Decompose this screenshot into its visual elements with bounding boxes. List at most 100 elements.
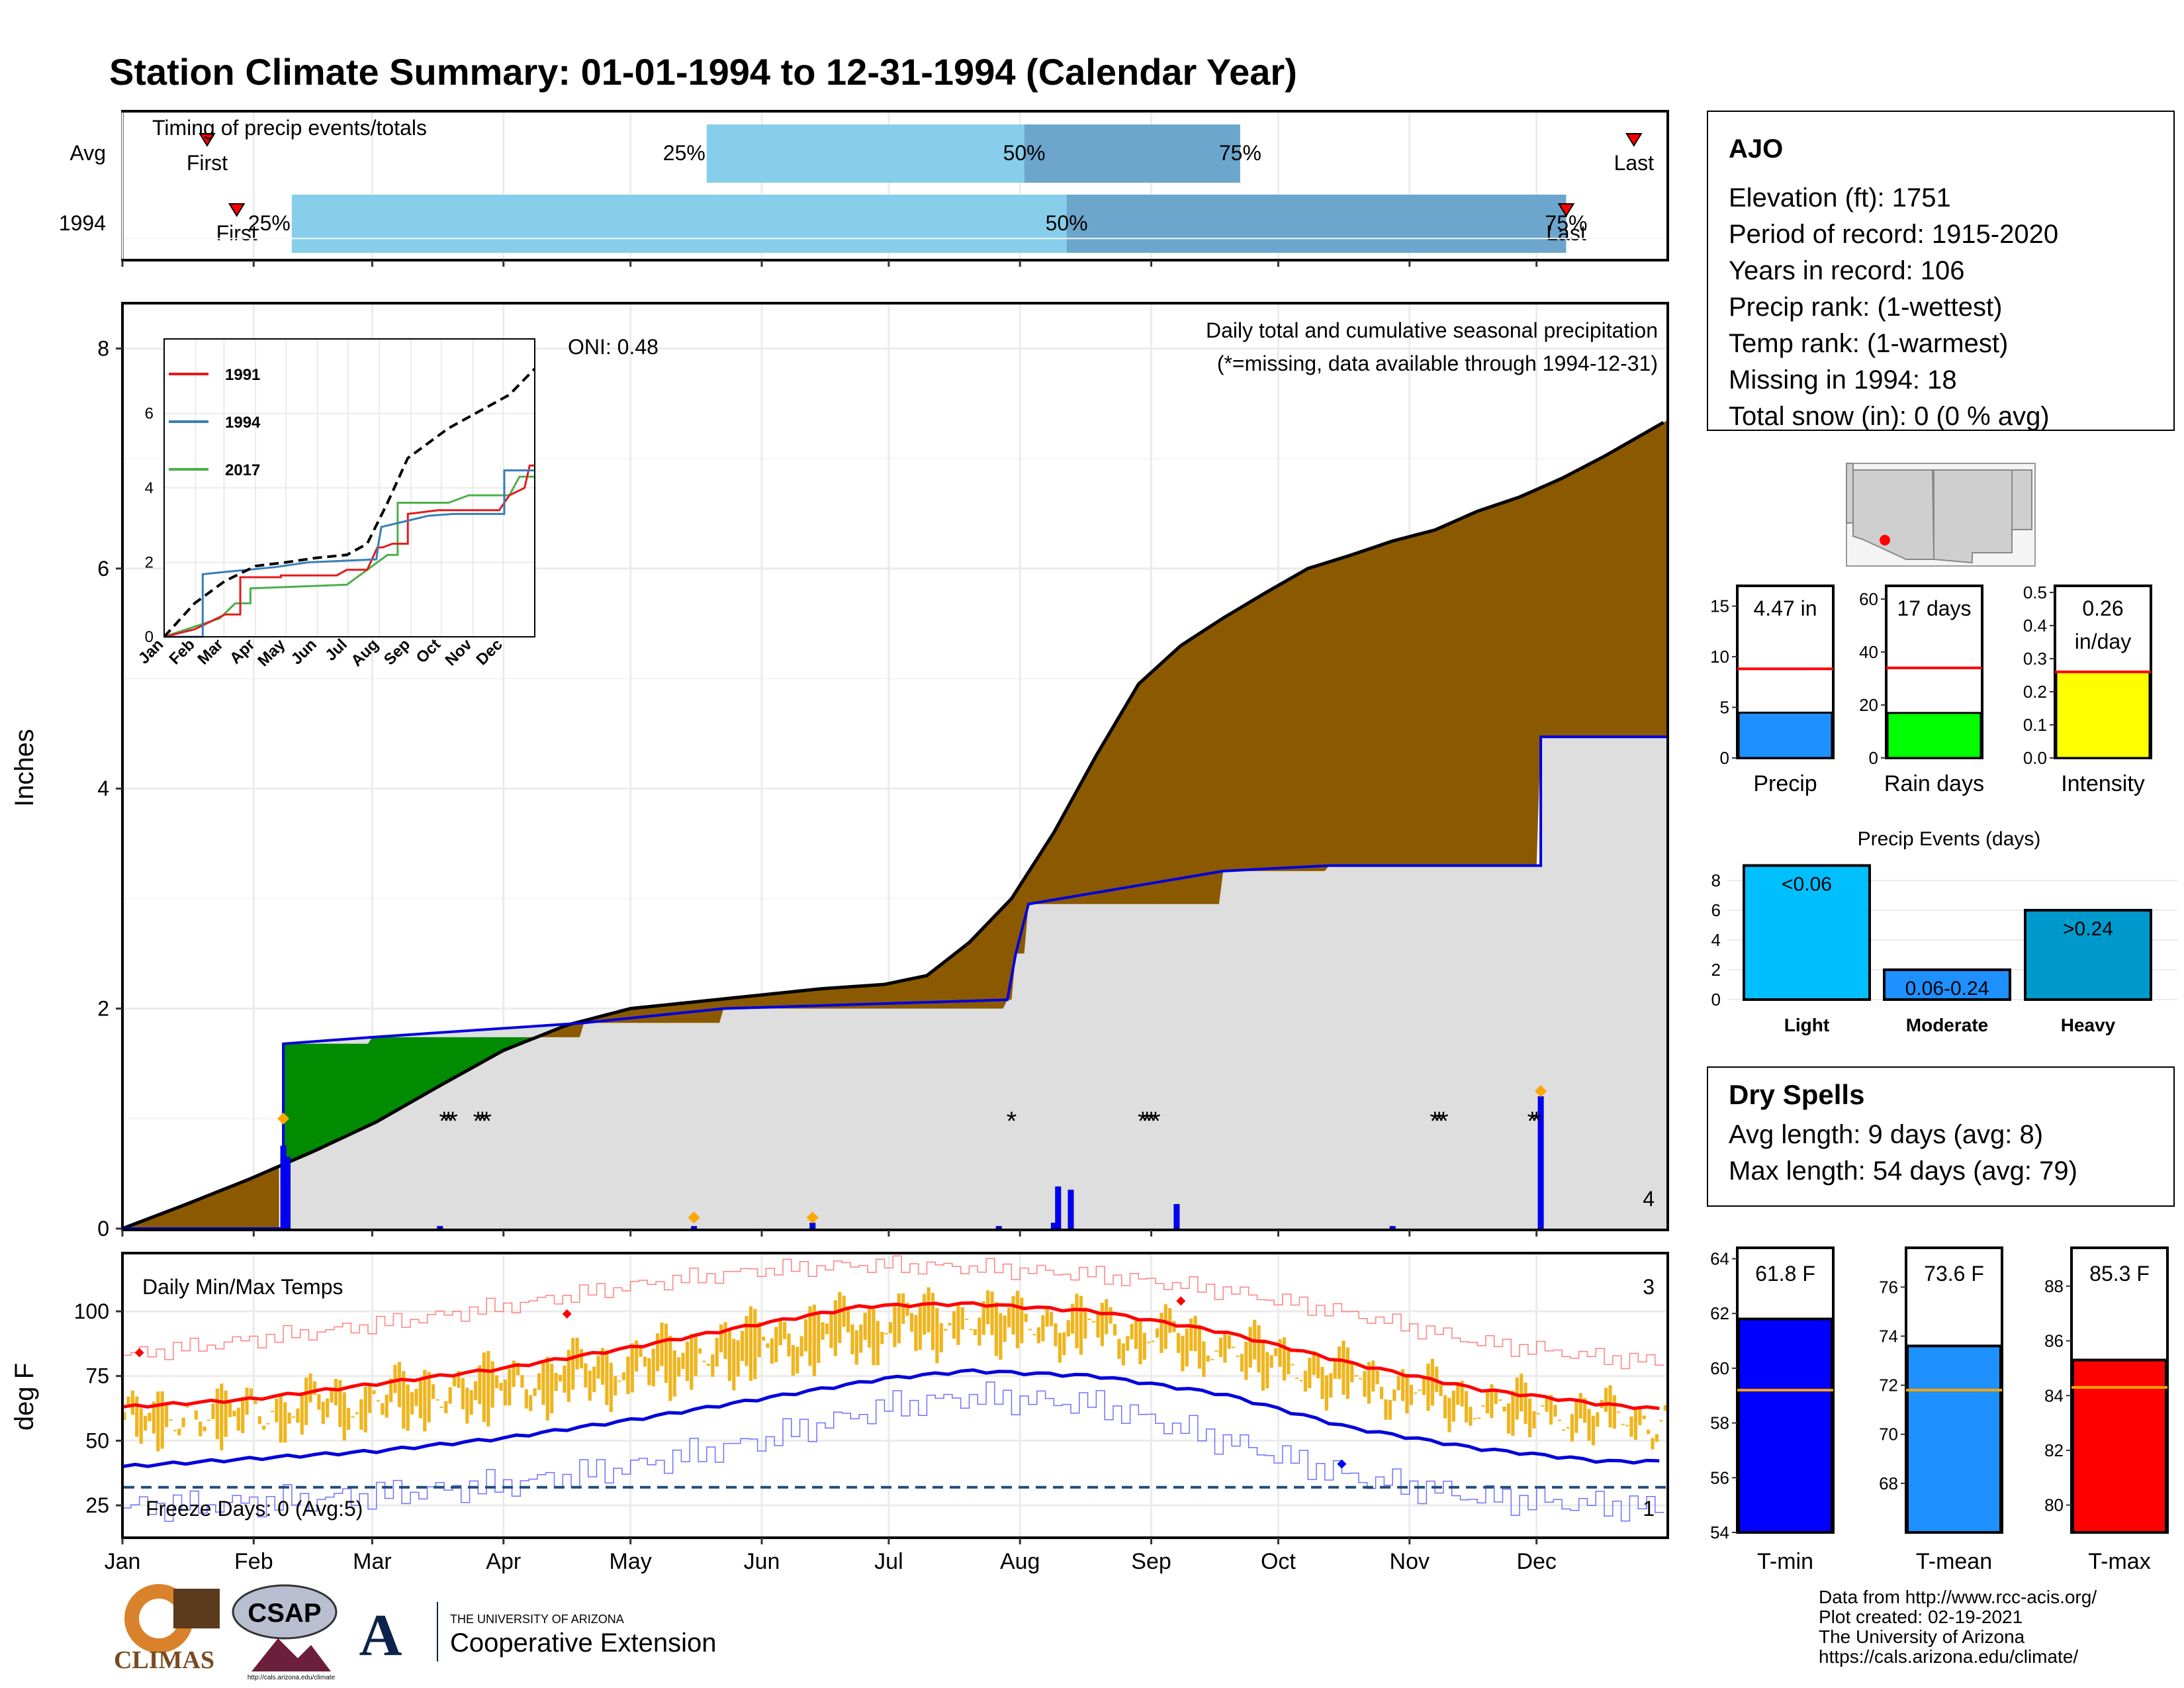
- precip-tick-label: 0: [97, 1217, 109, 1241]
- precip-areas: [122, 420, 1668, 1231]
- daily-temp-bar: [592, 1366, 596, 1392]
- events-bar: [2024, 909, 2152, 1001]
- precip-events-chart: Precip Events (days) 0 2 4 6 8 <0.06 Light 0.06…: [1711, 828, 2177, 1035]
- mini-chart-label: Intensity: [2061, 771, 2145, 796]
- daily-temp-bar: [753, 1309, 757, 1380]
- daily-temp-bar: [563, 1365, 567, 1393]
- page-title: Station Climate Summary: 01-01-1994 to 1…: [109, 51, 1297, 93]
- daily-temp-bar: [1566, 1427, 1570, 1429]
- daily-temp-bar: [770, 1338, 774, 1364]
- missing-marker: *: [1150, 1107, 1161, 1136]
- daily-temp-bar: [177, 1429, 181, 1436]
- daily-temp-bar: [1527, 1398, 1532, 1438]
- daily-temp-bar: [1227, 1335, 1231, 1349]
- month-x-ticks: Jan Feb Mar Apr May Jun Jul Aug Sep Oct Nov Dec: [105, 1538, 1557, 1574]
- daily-temp-bar: [1396, 1376, 1400, 1391]
- daily-temp-bar: [1218, 1337, 1223, 1357]
- daily-temp-bar: [1113, 1323, 1117, 1336]
- daily-temp-bar: [876, 1321, 880, 1366]
- temp-chart-tick-label: 80: [2044, 1495, 2064, 1515]
- station-line: Temp rank: (1-warmest): [1729, 329, 2008, 358]
- events-tick-label: 8: [1711, 870, 1721, 890]
- missing-marker: *: [1007, 1107, 1017, 1136]
- daily-temp-bar: [791, 1344, 795, 1376]
- daily-temp-bar: [1359, 1378, 1363, 1380]
- daily-temp-bar: [643, 1356, 647, 1367]
- daily-temp-bar: [461, 1378, 465, 1409]
- daily-temp-bar: [1345, 1347, 1350, 1399]
- month-label: Jul: [874, 1549, 903, 1574]
- daily-temp-bar: [1105, 1299, 1109, 1335]
- daily-temp-bar: [1333, 1360, 1337, 1379]
- daily-temp-bar: [1511, 1390, 1515, 1436]
- daily-temp-bar: [1036, 1327, 1041, 1344]
- mini-chart-tick-label: 0.3: [2023, 649, 2047, 669]
- daily-temp-bar: [1451, 1390, 1455, 1422]
- daily-temp-bar: [1520, 1374, 1524, 1412]
- daily-temp-bar: [829, 1314, 833, 1348]
- daily-temp-bar: [736, 1340, 740, 1377]
- daily-temp-bar: [923, 1293, 927, 1335]
- month-label: Apr: [486, 1549, 521, 1574]
- daily-temp-bar: [545, 1356, 549, 1421]
- daily-temp-bar: [135, 1396, 139, 1437]
- daily-temp-bar: [372, 1390, 376, 1394]
- missing-marker: *: [1527, 1107, 1537, 1136]
- daily-temp-bar: [533, 1388, 537, 1396]
- daily-temp-bar: [448, 1387, 452, 1404]
- daily-temp-bar: [1367, 1362, 1371, 1404]
- daily-temp-bar: [389, 1378, 393, 1403]
- daily-temp-bar: [1236, 1355, 1240, 1357]
- mini-chart-bar: [1886, 712, 1982, 759]
- timing-bar-25-50: [706, 124, 1024, 183]
- temp-chart-tick-label: 74: [1879, 1326, 1898, 1346]
- daily-temp-bar: [571, 1338, 575, 1390]
- daily-temp-bar: [1524, 1382, 1527, 1424]
- mini-chart-bar: [1737, 712, 1833, 759]
- temp-y-ticks: 25 50 75 100: [74, 1299, 122, 1517]
- daily-temp-bar: [452, 1374, 457, 1387]
- daily-temp-bar: [1316, 1356, 1320, 1379]
- mini-chart-value: 0.26: [2082, 596, 2123, 620]
- daily-temp-bar: [969, 1329, 973, 1331]
- mini-chart-tick-label: 0.4: [2023, 616, 2047, 635]
- timing-x-ticks: [121, 260, 1538, 267]
- deficit-area: [537, 420, 1668, 1037]
- daily-temp-bar: [1469, 1407, 1473, 1426]
- timing-bar-50-75: [1024, 124, 1240, 183]
- daily-temp-bar: [956, 1303, 960, 1345]
- daily-temp-bar: [122, 1412, 126, 1421]
- daily-temp-bar: [664, 1323, 668, 1383]
- daily-temp-bar: [880, 1332, 884, 1344]
- dry-spells-max: Max length: 54 days (avg: 79): [1729, 1156, 2077, 1186]
- daily-temp-bar: [838, 1291, 842, 1343]
- ua-a-mark: A: [359, 1603, 402, 1668]
- daily-temp-bar: [588, 1370, 592, 1401]
- station-line: Period of record: 1915-2020: [1729, 220, 2058, 249]
- daily-temp-bar: [1151, 1340, 1155, 1342]
- daily-temp-bar: [1494, 1388, 1498, 1404]
- daily-temp-bar: [1265, 1352, 1269, 1389]
- missing-marker: *: [1438, 1107, 1449, 1136]
- daily-temp-bar: [1578, 1393, 1582, 1419]
- daily-temp-bar: [850, 1324, 854, 1354]
- daily-temp-bar: [1210, 1358, 1214, 1360]
- daily-temp-bar: [1430, 1358, 1434, 1406]
- temp-chart-tick-label: 88: [2044, 1276, 2064, 1296]
- daily-temp-bar: [152, 1401, 156, 1434]
- events-tick-label: 4: [1711, 930, 1721, 950]
- inset-frame: [163, 338, 535, 637]
- daily-temp-bar: [774, 1327, 778, 1362]
- daily-precip-bar: [1055, 1186, 1062, 1229]
- temp-chart-tick-label: 70: [1879, 1425, 1898, 1444]
- record-high-marker: [562, 1309, 572, 1319]
- locator-map: [1846, 463, 2036, 567]
- daily-temp-bar: [1498, 1399, 1502, 1401]
- precip-missing-note: (*=missing, data available through 1994-…: [1217, 352, 1658, 375]
- temp-chart-tick-label: 72: [1879, 1376, 1898, 1395]
- mini-chart-value: 17 days: [1897, 596, 1971, 620]
- temp-chart-value: 73.6 F: [1924, 1262, 1984, 1286]
- avg-max-line: [122, 1301, 1660, 1411]
- daily-temp-bar: [1100, 1303, 1104, 1346]
